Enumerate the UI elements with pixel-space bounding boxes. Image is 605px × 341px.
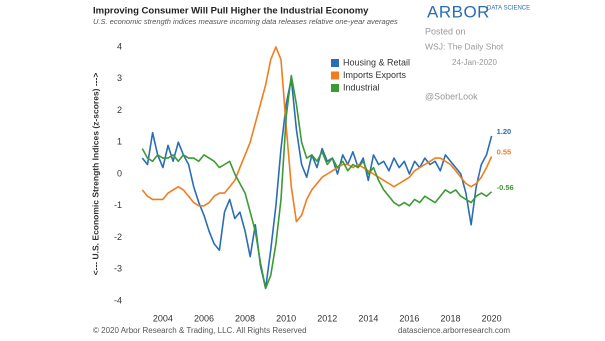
end-value-label: 0.55: [497, 148, 512, 157]
x-tick-label: 2012: [317, 313, 337, 323]
y-tick-label: 4: [117, 41, 122, 51]
chart-title: Improving Consumer Will Pull Higher the …: [93, 6, 369, 17]
legend-label: Imports Exports: [343, 70, 407, 80]
x-tick-label: 2010: [276, 313, 296, 323]
series-line: [141, 46, 493, 223]
legend-swatch: [331, 84, 339, 92]
date: 24-Jan-2020: [452, 58, 497, 67]
end-value-label: -0.56: [497, 183, 514, 192]
y-tick-label: -2: [114, 232, 122, 242]
series-line: [141, 74, 493, 290]
end-value-label: 1.20: [497, 127, 512, 136]
handle: @SoberLook: [425, 91, 478, 101]
y-axis-label: <--- U.S. Economic Strength Indices (z-s…: [90, 73, 100, 276]
x-tick-label: 2016: [399, 313, 419, 323]
x-tick-label: 2008: [235, 313, 255, 323]
logo: ARBOR: [427, 2, 490, 21]
series-line: [141, 77, 493, 290]
x-tick-label: 2006: [194, 313, 214, 323]
x-tick-label: 2004: [153, 313, 173, 323]
y-tick-label: -4: [114, 295, 122, 305]
legend-label: Housing & Retail: [343, 57, 410, 67]
legend-swatch: [331, 59, 339, 67]
logo-sub: DATA SCIENCE: [487, 6, 530, 12]
legend-swatch: [331, 71, 339, 80]
website: datascience.arborresearch.com: [398, 326, 510, 335]
y-tick-label: 2: [117, 105, 122, 115]
y-tick-label: -3: [114, 264, 122, 274]
y-tick-label: 0: [117, 168, 122, 178]
x-tick-label: 2020: [482, 313, 502, 323]
legend-label: Industrial: [343, 82, 380, 92]
x-tick-label: 2014: [358, 313, 378, 323]
y-tick-label: 3: [117, 73, 122, 83]
source: WSJ: The Daily Shot: [425, 41, 504, 51]
posted-on: Posted on: [425, 26, 466, 36]
y-tick-label: -1: [114, 200, 122, 210]
chart-subtitle: U.S. economic strength indices measure i…: [93, 17, 398, 26]
x-tick-label: 2018: [441, 313, 461, 323]
copyright: © 2020 Arbor Research & Trading, LLC. Al…: [93, 326, 307, 335]
y-tick-label: 1: [117, 137, 122, 147]
